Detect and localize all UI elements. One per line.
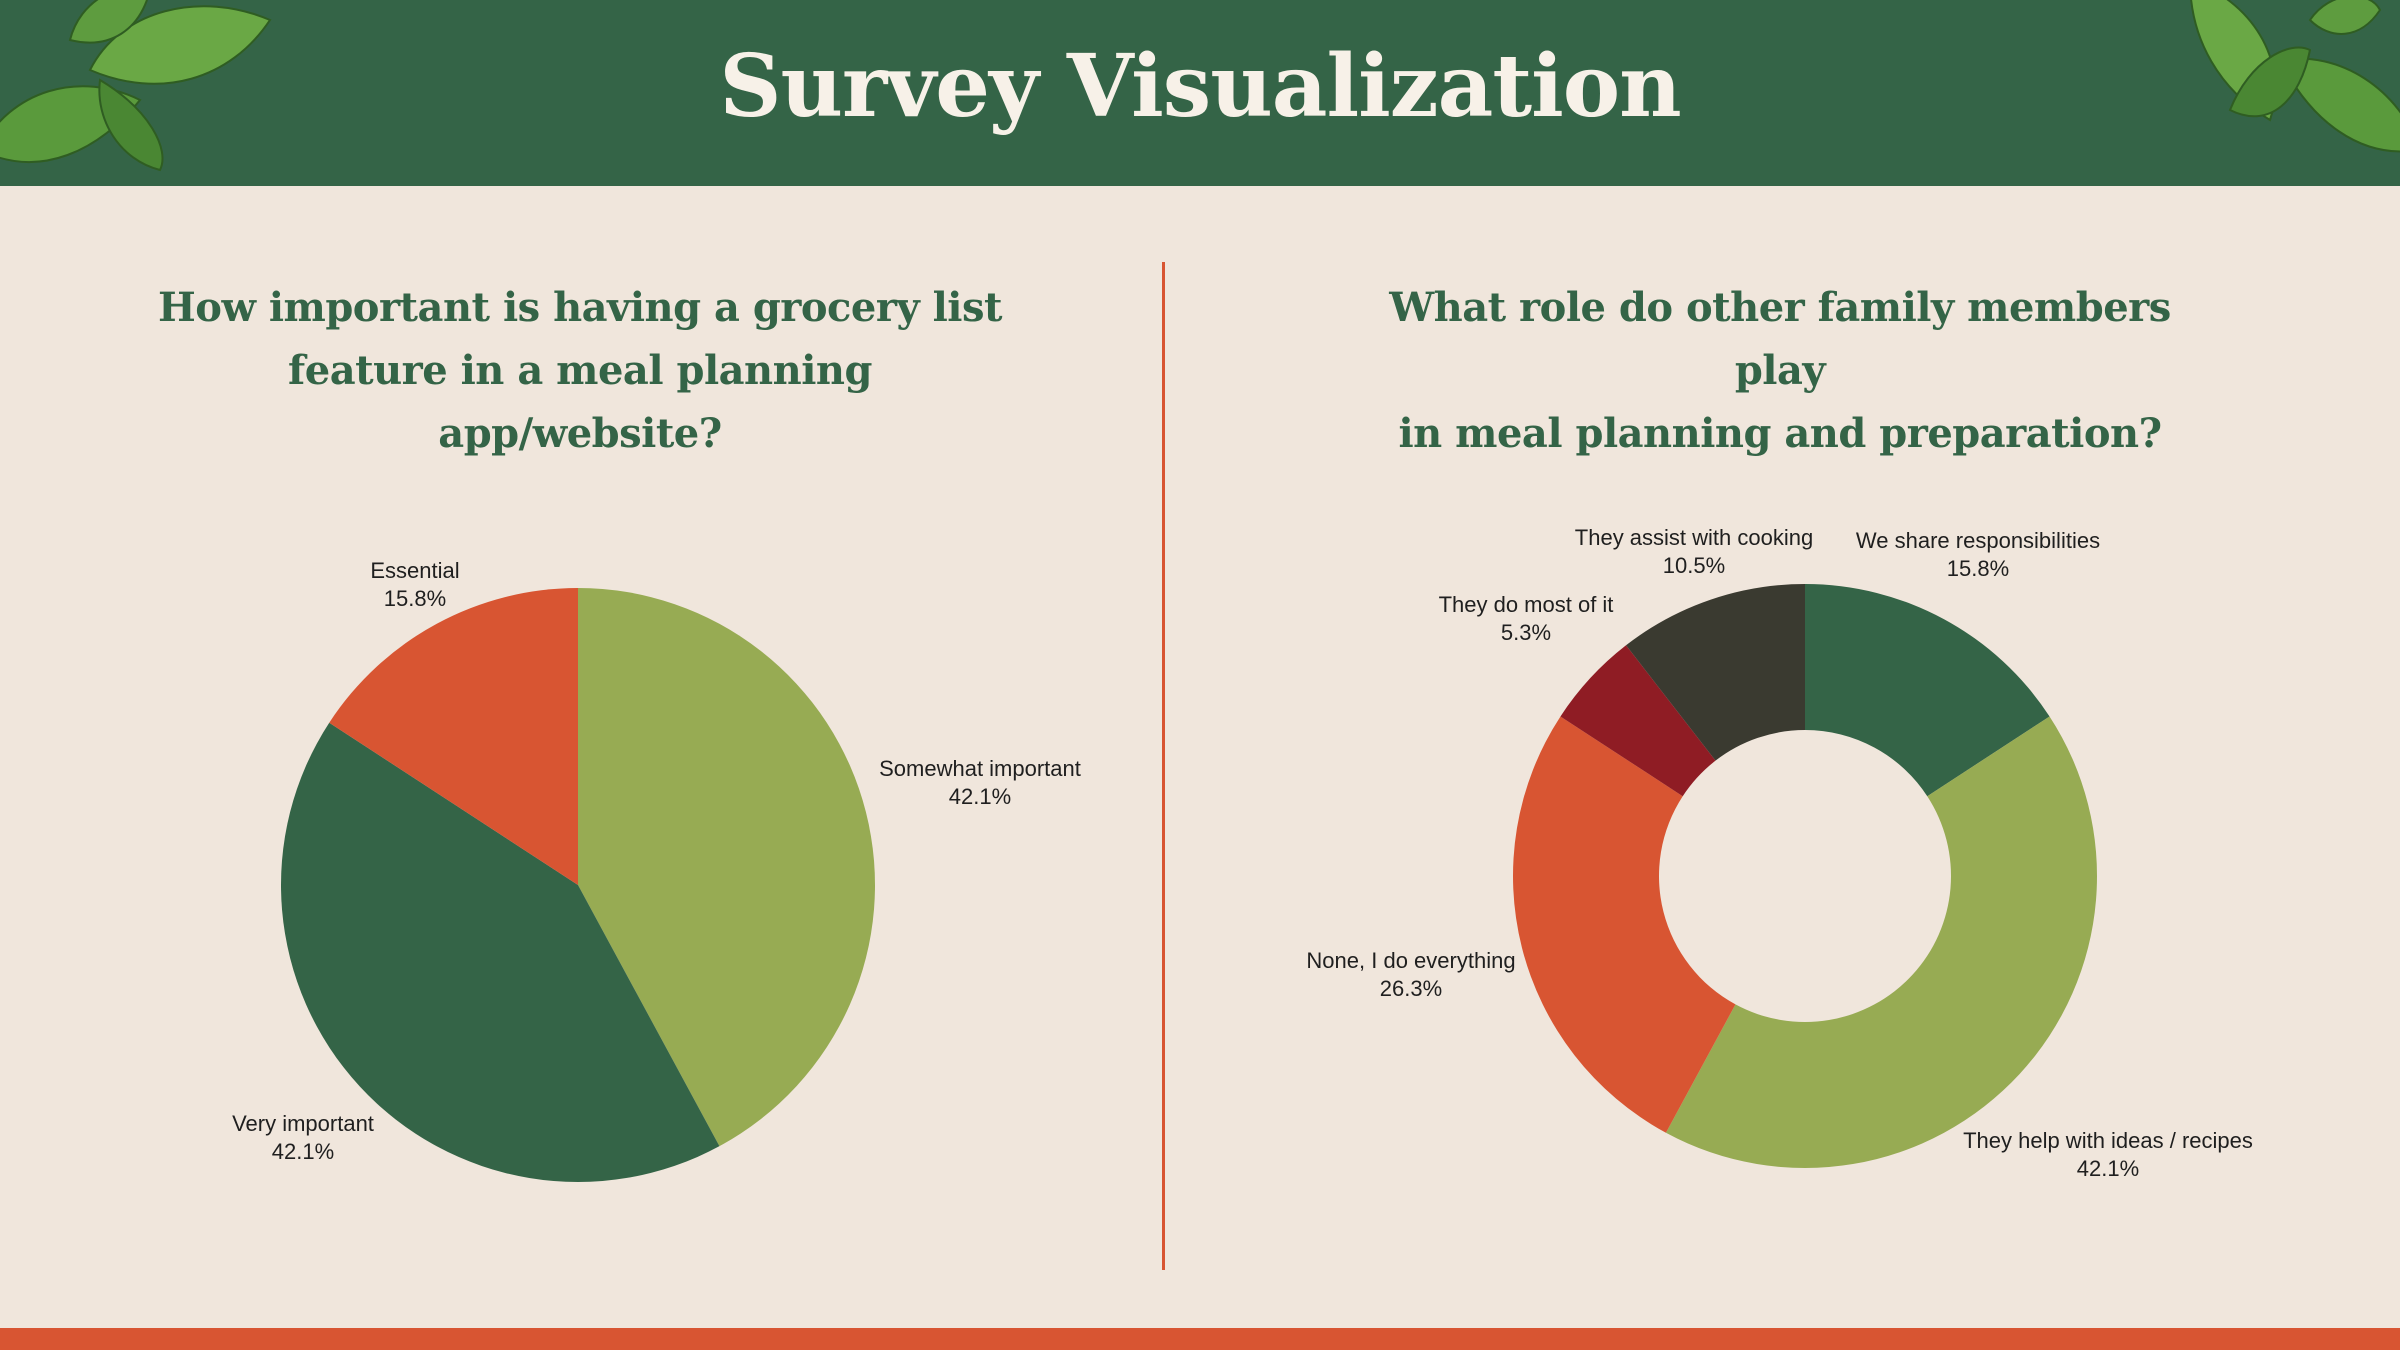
chart-2-label-we-share-responsibilities: We share responsibilities: [1856, 528, 2100, 553]
chart-2-value-they-help-with-ideas-recipes: 42.1%: [2077, 1156, 2139, 1181]
chart-2-title-line-1: What role do other family members play: [1389, 284, 2171, 394]
chart-divider: [1162, 262, 1165, 1270]
chart-2-label-they-help-with-ideas-recipes: They help with ideas / recipes: [1963, 1128, 2253, 1153]
chart-1-label-essential: Essential: [370, 558, 459, 583]
chart-2-value-we-share-responsibilities: 15.8%: [1947, 556, 2009, 581]
chart-2-slice-they-help-with-ideas-recipes: [1665, 716, 2097, 1168]
chart-2-label-they-assist-with-cooking: They assist with cooking: [1575, 525, 1813, 550]
footer-bar: [0, 1328, 2400, 1350]
chart-2-slice-we-share-responsibilities: [1805, 584, 2050, 797]
chart-2-title: What role do other family members play i…: [1340, 276, 2220, 465]
chart-2-value-they-do-most-of-it: 5.3%: [1501, 620, 1551, 645]
chart-1-label-somewhat-important: Somewhat important: [879, 756, 1081, 781]
chart-2-slice-they-assist-with-cooking: [1626, 584, 1805, 761]
chart-1-title-line-2: feature in a meal planning app/website?: [288, 347, 872, 457]
page-title: Survey Visualization: [719, 36, 1681, 137]
chart-2-slice-they-do-most-of-it: [1560, 645, 1716, 797]
chart-2-slice-none-i-do-everything: [1512, 716, 1736, 1133]
chart-1-title: How important is having a grocery list f…: [140, 276, 1020, 465]
chart-2-value-they-assist-with-cooking: 10.5%: [1663, 553, 1725, 578]
chart-2-label-none-i-do-everything: None, I do everything: [1306, 948, 1515, 973]
chart-2-title-line-2: in meal planning and preparation?: [1398, 410, 2162, 457]
basil-leaves-right-icon: [2190, 0, 2400, 153]
chart-1-slice-essential: [329, 588, 578, 885]
chart-2-label-they-do-most-of-it: They do most of it: [1439, 592, 1614, 617]
chart-2-value-none-i-do-everything: 26.3%: [1380, 976, 1442, 1001]
basil-leaves-left-icon: [0, 0, 272, 172]
chart-1-value-somewhat-important: 42.1%: [949, 784, 1011, 809]
chart-1-value-very-important: 42.1%: [272, 1139, 334, 1164]
header-banner: Survey Visualization: [0, 0, 2400, 186]
chart-1-title-line-1: How important is having a grocery list: [157, 284, 1003, 331]
chart-1-value-essential: 15.8%: [384, 586, 446, 611]
chart-1-slice-somewhat-important: [578, 588, 876, 1147]
chart-1-slice-very-important: [280, 722, 720, 1182]
chart-1-label-very-important: Very important: [232, 1111, 374, 1136]
